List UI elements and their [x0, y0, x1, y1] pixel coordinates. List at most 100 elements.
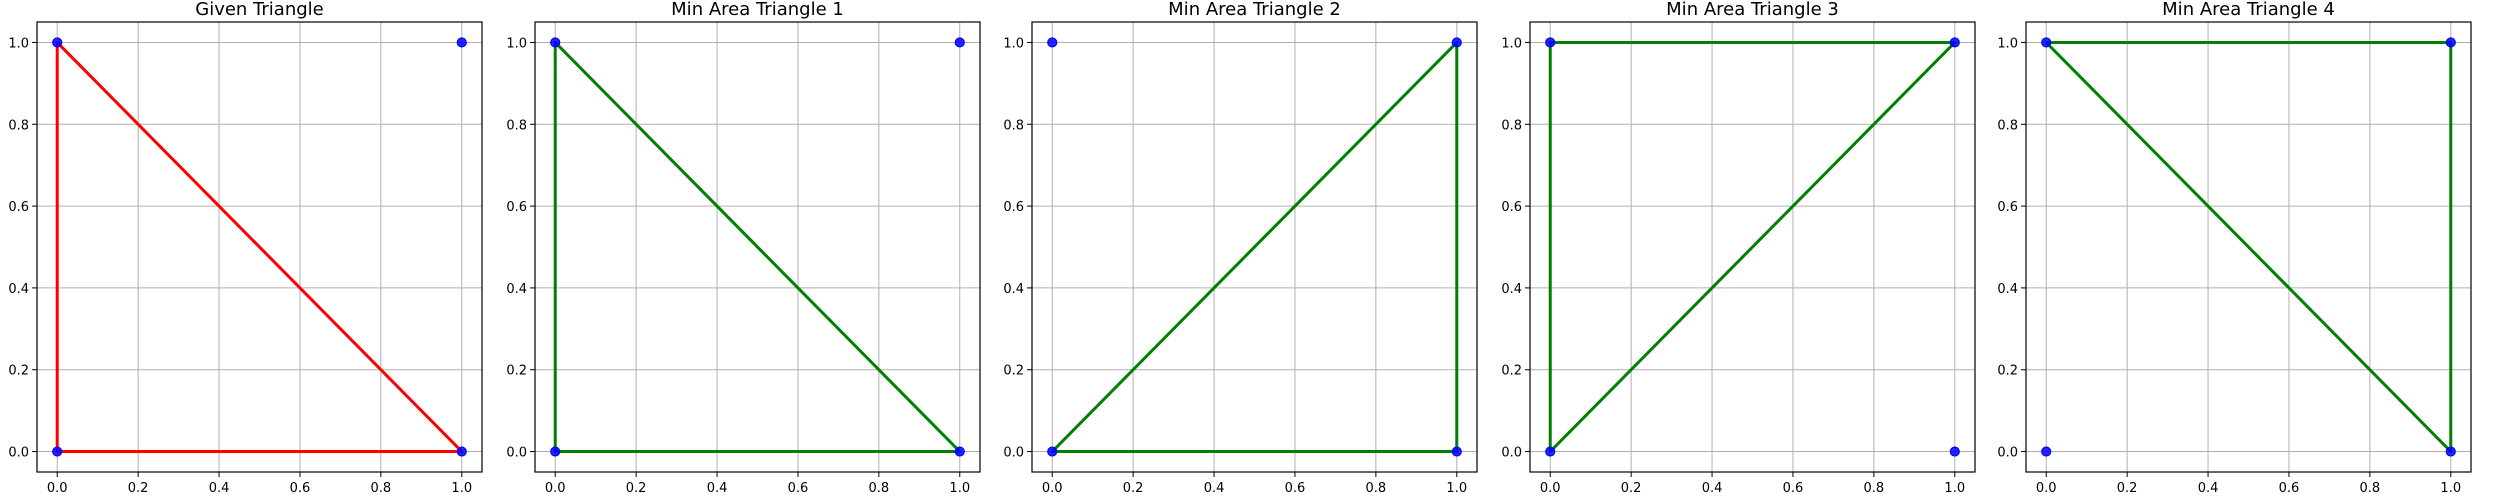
data-point	[1545, 37, 1556, 48]
data-point	[1545, 446, 1556, 457]
y-tick-label: 0.8	[8, 118, 29, 133]
data-point	[550, 37, 561, 48]
x-tick-label: 0.6	[1783, 481, 1804, 496]
data-point	[1047, 446, 1058, 457]
triangle-edge	[1548, 40, 1957, 454]
data-point	[52, 37, 63, 48]
data-point	[1451, 37, 1462, 48]
data-point	[1047, 37, 1058, 48]
y-tick-label: 1.0	[506, 36, 527, 51]
x-tick-label: 0.0	[2036, 481, 2057, 496]
data-point	[2041, 446, 2052, 457]
x-tick-label: 0.0	[1540, 481, 1561, 496]
data-point	[954, 37, 965, 48]
x-tick-label: 0.2	[2117, 481, 2138, 496]
y-tick-label: 0.6	[8, 200, 29, 215]
axes-frame	[1031, 21, 1478, 473]
y-tick-label: 0.6	[1997, 200, 2018, 215]
y-tick-label: 0.4	[506, 282, 527, 297]
triangle-edge	[2044, 40, 2453, 454]
x-tick-label: 1.0	[1944, 481, 1965, 496]
data-point	[1949, 37, 1960, 48]
data-point	[1949, 446, 1960, 457]
x-tick-label: 0.0	[47, 481, 68, 496]
triangle-edge	[1050, 40, 1459, 454]
y-tick-label: 1.0	[1501, 36, 1522, 51]
triangle-edge	[553, 40, 962, 454]
axes-frame	[36, 21, 483, 473]
x-tick-label: 0.4	[209, 481, 230, 496]
y-tick-label: 0.4	[1003, 282, 1024, 297]
x-tick-label: 0.0	[1042, 481, 1063, 496]
y-tick-label: 0.0	[1003, 446, 1024, 461]
axes-frame	[2025, 21, 2472, 473]
x-tick-label: 0.6	[788, 481, 809, 496]
data-point	[456, 37, 467, 48]
subplot-3: Min Area Triangle 2 0.0 0.2 0.4 0.6 0.8 1.0 0.0…	[1003, 0, 1478, 496]
y-tick-label: 0.4	[1997, 282, 2018, 297]
axes-frame	[1529, 21, 1976, 473]
x-tick-label: 0.4	[1204, 481, 1225, 496]
y-tick-label: 0.8	[1501, 118, 1522, 133]
x-tick-label: 0.8	[2360, 481, 2381, 496]
y-tick-label: 0.6	[1501, 200, 1522, 215]
x-tick-label: 0.8	[1366, 481, 1387, 496]
data-point	[456, 446, 467, 457]
y-tick-label: 0.8	[1003, 118, 1024, 133]
x-tick-label: 0.4	[2198, 481, 2219, 496]
y-tick-label: 0.6	[506, 200, 527, 215]
x-tick-label: 0.2	[1621, 481, 1642, 496]
data-point	[1451, 446, 1462, 457]
subplot-title: Min Area Triangle 3	[1666, 0, 1839, 20]
y-tick-label: 0.0	[1501, 446, 1522, 461]
x-tick-label: 1.0	[2440, 481, 2461, 496]
y-tick-label: 0.0	[8, 446, 29, 461]
y-tick-label: 0.2	[1997, 364, 2018, 379]
y-tick-label: 0.0	[1997, 446, 2018, 461]
data-point	[550, 446, 561, 457]
y-tick-label: 0.2	[1501, 364, 1522, 379]
subplot-title: Min Area Triangle 1	[671, 0, 844, 20]
y-tick-label: 0.2	[506, 364, 527, 379]
y-tick-label: 1.0	[8, 36, 29, 51]
x-tick-label: 1.0	[1446, 481, 1467, 496]
subplot-2: Min Area Triangle 1 0.0 0.2 0.4 0.6 0.8 1.0 0.0…	[506, 0, 981, 496]
y-tick-label: 1.0	[1003, 36, 1024, 51]
data-point	[52, 446, 63, 457]
data-point	[954, 446, 965, 457]
x-tick-label: 0.6	[290, 481, 311, 496]
y-tick-label: 0.2	[8, 364, 29, 379]
y-tick-label: 0.0	[506, 446, 527, 461]
subplot-title: Given Triangle	[195, 0, 324, 20]
subplot-1: Given Triangle 0.0 0.2 0.4 0.6 0.8 1.0 0.0 0.2 0.…	[8, 0, 483, 496]
subplot-title: Min Area Triangle 2	[1168, 0, 1341, 20]
x-tick-label: 0.6	[1285, 481, 1306, 496]
x-tick-label: 0.6	[2279, 481, 2300, 496]
x-tick-label: 0.8	[1864, 481, 1885, 496]
subplot-5: Min Area Triangle 4 0.0 0.2 0.4 0.6 0.8 1.0 0.0…	[1997, 0, 2472, 496]
y-tick-label: 0.4	[8, 282, 29, 297]
axes-frame	[534, 21, 981, 473]
y-tick-label: 0.8	[506, 118, 527, 133]
x-tick-label: 1.0	[451, 481, 472, 496]
x-tick-label: 0.2	[128, 481, 149, 496]
x-tick-label: 0.8	[869, 481, 890, 496]
data-point	[2445, 37, 2456, 48]
x-tick-label: 0.4	[707, 481, 728, 496]
x-tick-label: 0.2	[626, 481, 647, 496]
x-tick-label: 0.2	[1123, 481, 1144, 496]
y-tick-label: 0.2	[1003, 364, 1024, 379]
y-tick-label: 0.8	[1997, 118, 2018, 133]
y-tick-label: 0.6	[1003, 200, 1024, 215]
data-point	[2041, 37, 2052, 48]
y-tick-label: 1.0	[1997, 36, 2018, 51]
x-tick-label: 0.4	[1702, 481, 1723, 496]
data-point	[2445, 446, 2456, 457]
x-tick-label: 0.0	[545, 481, 566, 496]
x-tick-label: 0.8	[371, 481, 392, 496]
x-tick-label: 1.0	[949, 481, 970, 496]
subplot-4: Min Area Triangle 3 0.0 0.2 0.4 0.6 0.8 1.0 0.0…	[1501, 0, 1976, 496]
subplot-title: Min Area Triangle 4	[2162, 0, 2335, 20]
triangle-edge	[55, 40, 464, 454]
